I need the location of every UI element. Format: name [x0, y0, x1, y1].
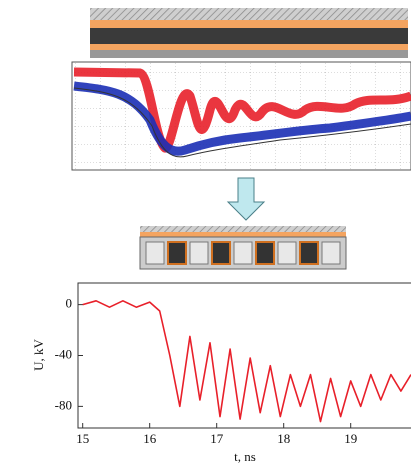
- y-tick-label: -80: [55, 397, 72, 412]
- arrow: [226, 177, 266, 221]
- x-tick-label: 16: [143, 431, 157, 446]
- x-tick-label: 15: [76, 431, 89, 446]
- x-tick-label: 17: [210, 431, 224, 446]
- y-tick-label: -40: [55, 346, 72, 361]
- x-tick-label: 19: [344, 431, 357, 446]
- line-series: [82, 300, 411, 423]
- x-axis-label: t, ns: [234, 449, 256, 464]
- y-axis-label: U, kV: [31, 339, 46, 371]
- x-tick-label: 18: [277, 431, 290, 446]
- cross-section: [139, 226, 347, 270]
- y-tick-label: 0: [66, 296, 73, 311]
- strip-illustration: [90, 8, 408, 58]
- waveform-plot: [71, 61, 411, 171]
